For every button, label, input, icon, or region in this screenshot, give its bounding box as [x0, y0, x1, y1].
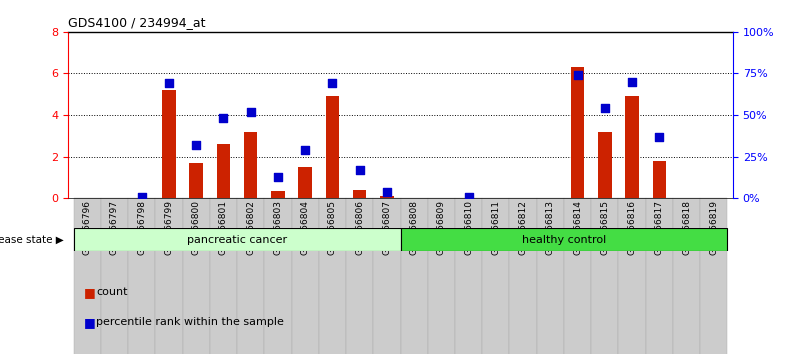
Bar: [237, 198, 264, 354]
Text: disease state ▶: disease state ▶: [0, 235, 64, 245]
Text: healthy control: healthy control: [522, 235, 606, 245]
Text: ■: ■: [84, 286, 96, 298]
Text: GDS4100 / 234994_at: GDS4100 / 234994_at: [68, 16, 206, 29]
Bar: [210, 198, 237, 354]
Bar: [564, 198, 591, 354]
Text: pancreatic cancer: pancreatic cancer: [187, 235, 287, 245]
Point: [217, 115, 230, 121]
Point: [598, 105, 611, 111]
Bar: [618, 198, 646, 354]
Point: [190, 142, 203, 148]
Text: percentile rank within the sample: percentile rank within the sample: [96, 317, 284, 327]
Bar: [373, 198, 400, 354]
Bar: [155, 198, 183, 354]
Bar: [400, 228, 727, 251]
Bar: [162, 90, 175, 198]
Point: [653, 134, 666, 139]
Bar: [325, 96, 339, 198]
Point: [326, 81, 339, 86]
Point: [163, 81, 175, 86]
Bar: [646, 198, 673, 354]
Bar: [271, 191, 284, 198]
Bar: [74, 198, 101, 354]
Bar: [598, 132, 612, 198]
Point: [380, 189, 393, 194]
Point: [353, 167, 366, 173]
Bar: [292, 198, 319, 354]
Bar: [244, 132, 257, 198]
Text: ■: ■: [84, 316, 96, 329]
Point: [626, 79, 638, 85]
Bar: [74, 228, 401, 251]
Point: [299, 147, 312, 153]
Bar: [298, 167, 312, 198]
Bar: [428, 198, 455, 354]
Bar: [455, 198, 482, 354]
Point: [571, 72, 584, 78]
Bar: [319, 198, 346, 354]
Bar: [101, 198, 128, 354]
Point: [244, 109, 257, 115]
Bar: [183, 198, 210, 354]
Point: [135, 194, 148, 199]
Bar: [673, 198, 700, 354]
Bar: [400, 198, 428, 354]
Bar: [189, 163, 203, 198]
Bar: [482, 198, 509, 354]
Bar: [509, 198, 537, 354]
Bar: [352, 190, 366, 198]
Bar: [380, 196, 393, 198]
Text: count: count: [96, 287, 127, 297]
Bar: [537, 198, 564, 354]
Bar: [700, 198, 727, 354]
Bar: [571, 67, 585, 198]
Bar: [591, 198, 618, 354]
Bar: [653, 161, 666, 198]
Point: [462, 194, 475, 199]
Point: [272, 174, 284, 179]
Bar: [128, 198, 155, 354]
Bar: [626, 96, 639, 198]
Bar: [346, 198, 373, 354]
Bar: [264, 198, 292, 354]
Bar: [216, 144, 230, 198]
